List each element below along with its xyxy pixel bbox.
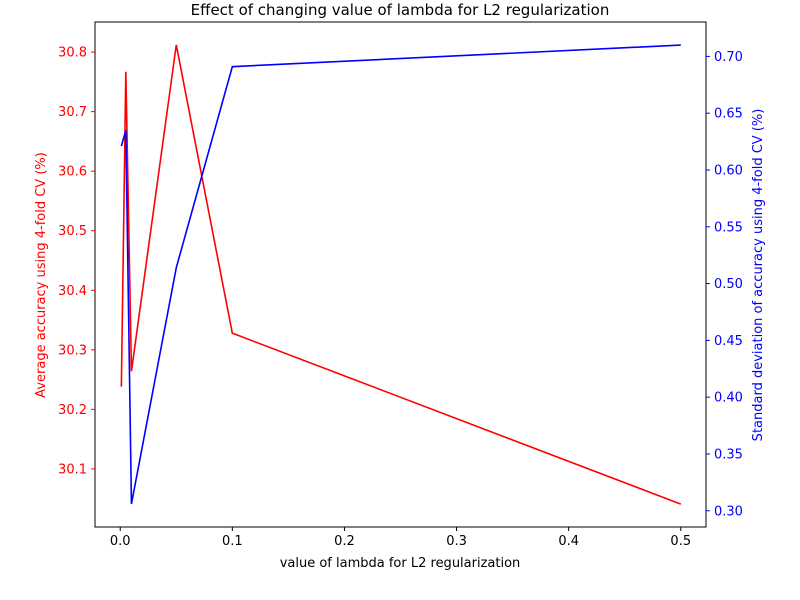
y-left-tick-label: 30.8 — [58, 46, 87, 61]
plot-frame — [94, 21, 707, 528]
y-left-tick-label: 30.1 — [58, 462, 87, 477]
y-left-tick-label: 30.3 — [58, 343, 87, 358]
x-tick-label: 0.2 — [334, 534, 355, 549]
y-left-tick-label: 30.6 — [58, 165, 87, 180]
y-axis-left-label: Average accuracy using 4-fold CV (%) — [34, 152, 49, 398]
average-accuracy-line — [120, 44, 682, 505]
y-left-tick-label: 30.7 — [58, 105, 87, 120]
y-axis-right: 0.30 0.35 0.40 0.45 0.50 0.55 0.60 0.65 0.70 — [706, 50, 743, 519]
x-tick-label: 0.0 — [110, 534, 131, 549]
y-right-tick-label: 0.35 — [714, 447, 743, 462]
y-right-tick-label: 0.40 — [714, 391, 743, 406]
y-axis-right-label: Standard deviation of accuracy using 4-f… — [751, 109, 766, 442]
y-left-tick-label: 30.4 — [58, 284, 87, 299]
y-right-tick-label: 0.50 — [714, 277, 743, 292]
y-right-tick-label: 0.60 — [714, 164, 743, 179]
std-deviation-line — [120, 44, 681, 505]
series-layer — [120, 44, 682, 505]
chart-title: Effect of changing value of lambda for L… — [191, 1, 610, 19]
x-axis-label: value of lambda for L2 regularization — [280, 556, 521, 571]
y-right-tick-label: 0.30 — [714, 504, 743, 519]
y-right-tick-label: 0.45 — [714, 334, 743, 349]
x-tick-label: 0.1 — [222, 534, 243, 549]
y-right-tick-label: 0.55 — [714, 220, 743, 235]
y-left-tick-label: 30.5 — [58, 224, 87, 239]
y-right-tick-label: 0.70 — [714, 50, 743, 65]
plot-area — [94, 21, 707, 528]
y-left-tick-label: 30.2 — [58, 403, 87, 418]
x-tick-label: 0.3 — [446, 534, 467, 549]
x-axis: 0.0 0.1 0.2 0.3 0.4 0.5 — [110, 527, 691, 549]
x-tick-label: 0.5 — [670, 534, 691, 549]
x-tick-label: 0.4 — [558, 534, 579, 549]
y-right-tick-label: 0.65 — [714, 107, 743, 122]
y-axis-left: 30.1 30.2 30.3 30.4 30.5 30.6 30.7 30.8 — [58, 46, 95, 477]
